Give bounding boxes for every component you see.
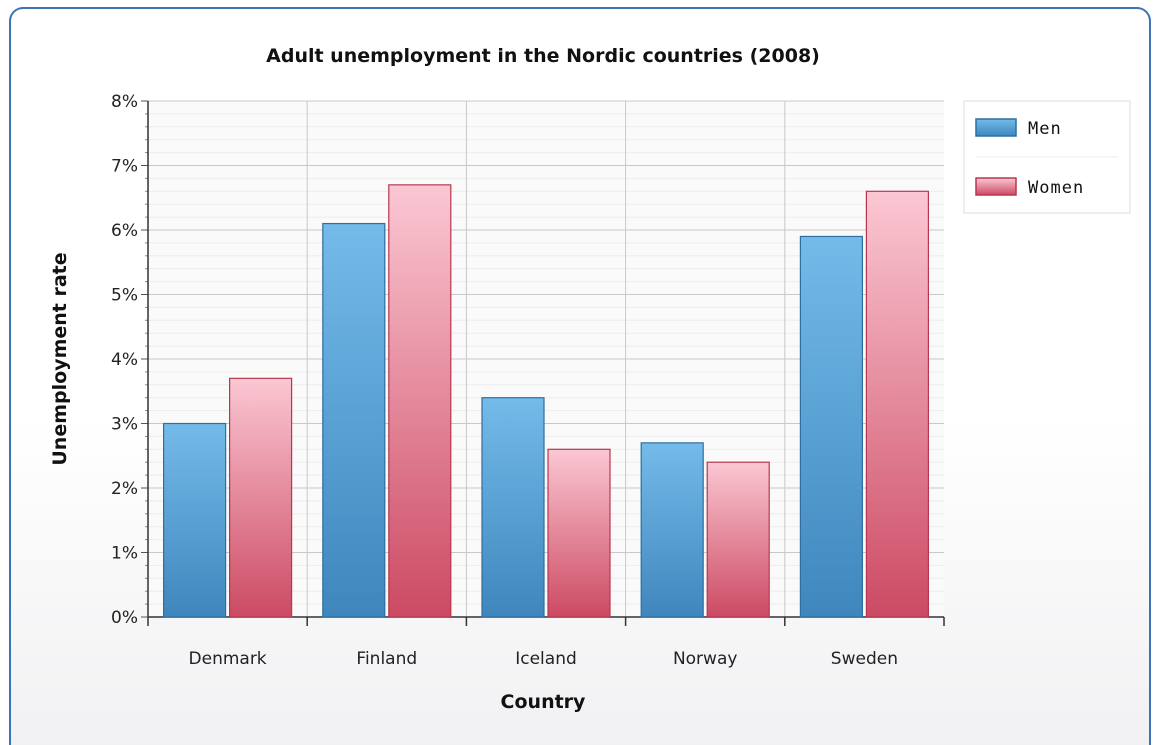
bar-men-iceland <box>481 397 545 618</box>
bar-women-denmark <box>229 377 293 618</box>
y-tick-label: 4% <box>111 350 138 370</box>
y-tick-label: 3% <box>111 415 138 435</box>
x-tick-label: Finland <box>356 649 417 669</box>
x-axis-title: Country <box>501 691 587 713</box>
y-tick-label: 6% <box>111 221 138 241</box>
y-tick-label: 1% <box>111 544 138 564</box>
x-tick-label: Sweden <box>831 649 898 669</box>
y-tick-label: 0% <box>111 608 138 628</box>
y-tick-label: 5% <box>111 286 138 306</box>
legend-item-men: Men <box>975 118 1062 139</box>
y-axis-labels: 0% 1% 2% 3% 4% 5% 6% 7% 8% <box>111 92 138 628</box>
legend-swatch-men <box>975 118 1017 137</box>
legend-label-women: Women <box>1028 178 1084 198</box>
chart-title: Adult unemployment in the Nordic countri… <box>266 45 820 67</box>
x-tick-label: Iceland <box>515 649 577 669</box>
legend-swatch-women <box>975 177 1017 196</box>
y-tick-label: 7% <box>111 157 138 177</box>
legend: Men Women <box>963 100 1131 214</box>
bar-men-sweden <box>799 235 864 618</box>
legend-item-women: Women <box>975 177 1084 198</box>
bar-women-iceland <box>547 448 611 618</box>
bars <box>163 184 930 618</box>
y-tick-label: 8% <box>111 92 138 112</box>
y-tick-label: 2% <box>111 479 138 499</box>
bar-women-sweden <box>865 190 930 618</box>
bar-women-norway <box>706 461 770 618</box>
x-axis-labels: Denmark Finland Iceland Norway Sweden <box>189 649 898 669</box>
bar-women-finland <box>388 184 452 618</box>
bar-men-finland <box>322 222 386 618</box>
x-tick-label: Norway <box>673 649 738 669</box>
legend-label-men: Men <box>1028 119 1062 139</box>
bar-men-denmark <box>163 422 227 618</box>
x-tick-label: Denmark <box>189 649 267 669</box>
bar-men-norway <box>640 442 704 618</box>
y-axis-title: Unemployment rate <box>49 252 71 465</box>
